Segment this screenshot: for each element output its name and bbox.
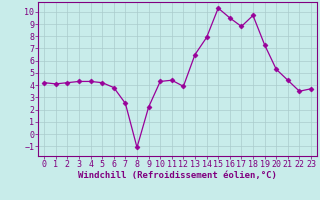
X-axis label: Windchill (Refroidissement éolien,°C): Windchill (Refroidissement éolien,°C): [78, 171, 277, 180]
